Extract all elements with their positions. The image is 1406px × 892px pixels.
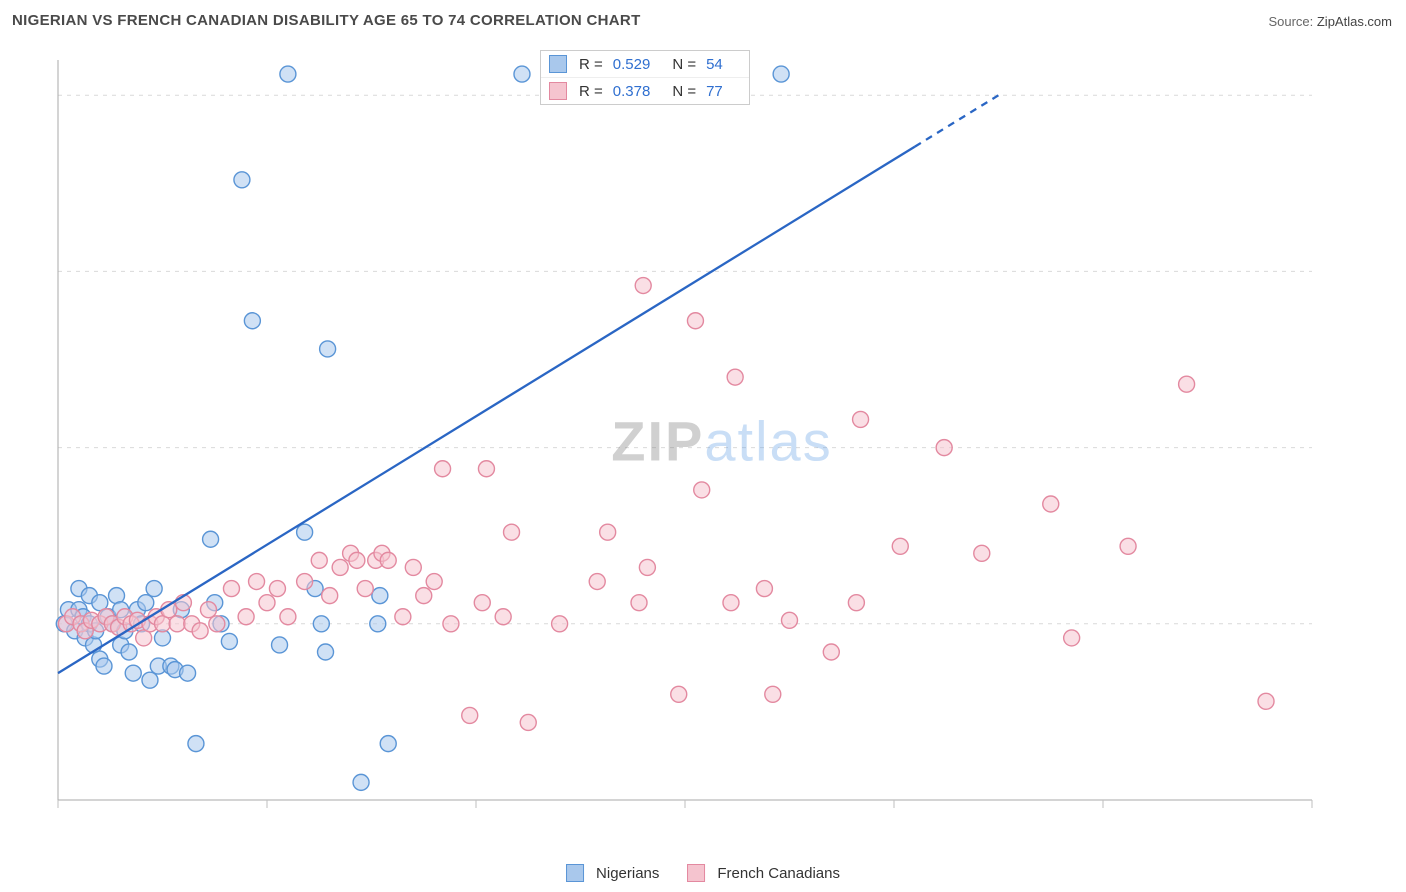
correlation-stats-box: R = 0.529 N = 54 R = 0.378 N = 77 xyxy=(540,50,750,105)
n-label: N = xyxy=(672,56,696,73)
series-1-swatch xyxy=(549,82,567,100)
chart-title: NIGERIAN VS FRENCH CANADIAN DISABILITY A… xyxy=(12,12,641,29)
legend-label-1: French Canadians xyxy=(717,865,840,882)
legend-swatch-1 xyxy=(687,864,705,882)
legend-swatch-0 xyxy=(566,864,584,882)
series-0-swatch xyxy=(549,55,567,73)
stats-row-series-1: R = 0.378 N = 77 xyxy=(541,77,749,104)
chart-area: ZIPatlas xyxy=(52,46,1392,836)
source-label: Source: xyxy=(1268,14,1316,29)
legend-item-series-1: French Canadians xyxy=(687,864,840,882)
stats-row-series-0: R = 0.529 N = 54 xyxy=(541,51,749,77)
source-site: ZipAtlas.com xyxy=(1317,14,1392,29)
chart-header: NIGERIAN VS FRENCH CANADIAN DISABILITY A… xyxy=(0,0,1406,40)
legend-label-0: Nigerians xyxy=(596,865,659,882)
r-value: 0.529 xyxy=(613,56,651,73)
r-label: R = xyxy=(579,83,603,100)
n-value: 54 xyxy=(706,56,723,73)
source-attribution: Source: ZipAtlas.com xyxy=(1268,14,1392,29)
r-label: R = xyxy=(579,56,603,73)
n-label: N = xyxy=(672,83,696,100)
r-value: 0.378 xyxy=(613,83,651,100)
series-legend: Nigerians French Canadians xyxy=(566,864,840,882)
legend-item-series-0: Nigerians xyxy=(566,864,659,882)
n-value: 77 xyxy=(706,83,723,100)
scatter-chart-svg xyxy=(52,46,1392,836)
